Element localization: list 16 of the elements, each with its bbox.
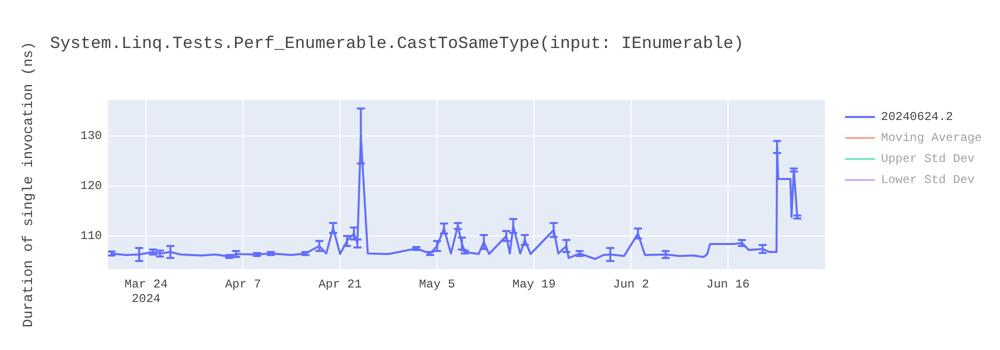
x-tick-label: Apr 7 <box>225 277 262 292</box>
x-tick-label: Jun 16 <box>706 277 750 292</box>
legend-label: Upper Std Dev <box>881 152 975 166</box>
x-tick-label: May 19 <box>512 277 556 292</box>
y-tick-label: 130 <box>80 129 102 144</box>
y-axis-title: Duration of single invocation (ns) <box>21 42 38 328</box>
x-tick-label: Apr 21 <box>318 277 362 292</box>
x-tick-label: Mar 24 2024 <box>124 277 168 306</box>
legend-label: Moving Average <box>881 130 982 144</box>
legend-label: Lower Std Dev <box>881 172 975 186</box>
chart-title: System.Linq.Tests.Perf_Enumerable.CastToSameType(input: IEnumerable) <box>50 35 744 54</box>
y-tick-label: 120 <box>80 179 102 194</box>
x-tick-label: May 5 <box>419 277 456 292</box>
x-tick-label: Jun 2 <box>613 277 650 292</box>
y-tick-label: 110 <box>80 229 102 244</box>
legend-label: 20240624.2 <box>881 110 954 124</box>
